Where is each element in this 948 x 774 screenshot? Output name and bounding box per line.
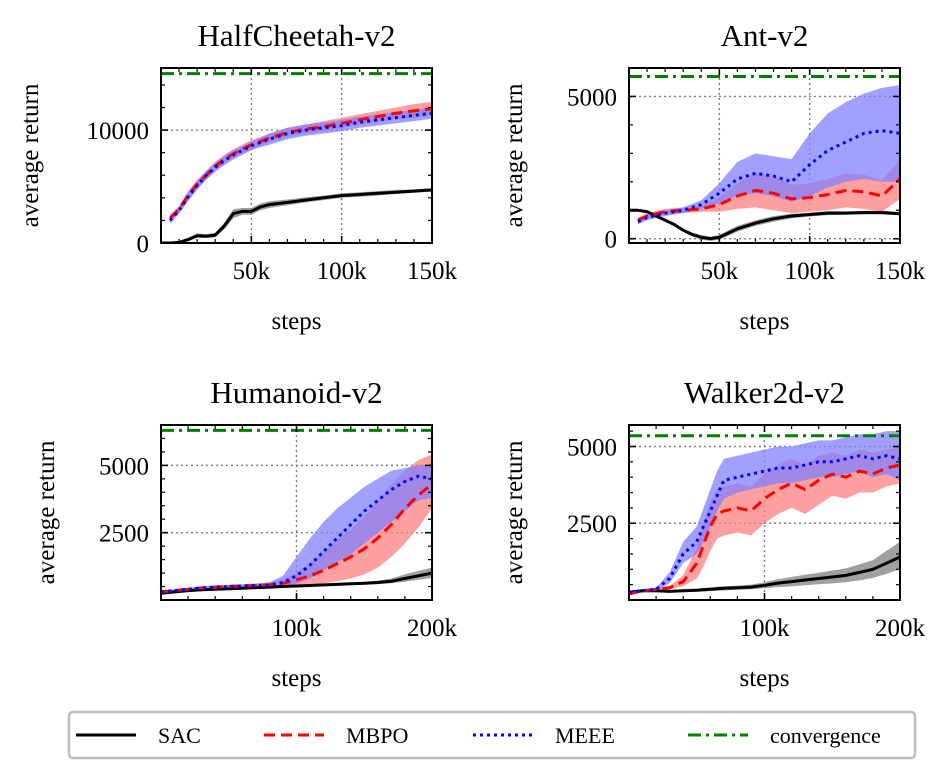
band-mbpo <box>161 454 432 594</box>
legend-box <box>67 710 917 760</box>
band-meee <box>629 431 900 594</box>
legend-label-mbpo: MBPO <box>346 723 408 748</box>
x-tick-label: 50k <box>233 258 271 285</box>
series-line-meee <box>168 111 432 222</box>
y-tick-label: 5000 <box>567 84 617 111</box>
legend: SAC MBPO MEEE convergence <box>67 710 917 760</box>
y-axis-label: average return <box>501 83 528 227</box>
series-line-meee <box>629 454 900 594</box>
band-sac <box>161 188 432 243</box>
series-line-sac <box>629 555 900 594</box>
y-tick-label: 2500 <box>99 521 149 548</box>
x-tick-label: 100k <box>272 615 323 642</box>
plot-frame <box>628 67 901 244</box>
y-axis-label: average return <box>17 83 44 227</box>
y-tick-label: 5000 <box>99 453 149 480</box>
chart-title: Walker2d-v2 <box>684 375 845 410</box>
x-tick-label: 100k <box>740 615 791 642</box>
y-axis-label: average return <box>33 440 60 584</box>
x-tick-label: 200k <box>407 615 458 642</box>
x-axis-label: steps <box>740 665 790 692</box>
series-line-mbpo <box>168 107 432 220</box>
y-tick-label: 10000 <box>87 118 150 145</box>
series-line-sac <box>161 571 432 595</box>
y-axis-label: average return <box>501 440 528 584</box>
x-tick-label: 100k <box>785 258 836 285</box>
y-tick-label: 5000 <box>567 434 617 461</box>
y-tick-label: 0 <box>137 231 150 258</box>
x-tick-label: 50k <box>701 258 739 285</box>
band-meee <box>638 85 900 225</box>
chart-panel: 100k 200k 2500 5000 Walker2d-v2 steps average … <box>501 375 926 692</box>
legend-label-meee: MEEE <box>555 723 615 748</box>
chart-title: HalfCheetah-v2 <box>198 18 396 53</box>
series-line-mbpo <box>161 483 432 594</box>
band-mbpo <box>629 446 900 596</box>
chart-title: Humanoid-v2 <box>210 375 382 410</box>
y-tick-label: 2500 <box>567 511 617 538</box>
band-meee <box>170 107 432 224</box>
x-axis-label: steps <box>740 308 790 335</box>
band-meee <box>161 465 432 594</box>
band-sac <box>629 541 900 594</box>
plot-frame <box>160 67 433 244</box>
series-line-meee <box>637 129 900 224</box>
series-line-mbpo <box>629 463 900 596</box>
chart-panel: 50k 100k 150k 0 10000 HalfCheetah-v2 steps aver… <box>17 18 458 335</box>
chart-panel: 50k 100k 150k 0 5000 Ant-v2 steps average retur… <box>501 18 926 335</box>
x-tick-label: 150k <box>407 258 458 285</box>
series-line-sac <box>629 208 900 241</box>
chart-panel: 100k 200k 2500 5000 Humanoid-v2 steps average … <box>33 375 458 692</box>
series-line-meee <box>161 474 432 594</box>
x-axis-label: steps <box>272 665 322 692</box>
legend-label-sac: SAC <box>158 723 201 748</box>
y-tick-label: 0 <box>605 227 618 254</box>
x-tick-label: 150k <box>875 258 926 285</box>
chart-title: Ant-v2 <box>721 18 809 53</box>
x-axis-label: steps <box>272 308 322 335</box>
x-tick-label: 100k <box>317 258 368 285</box>
x-tick-label: 200k <box>875 615 926 642</box>
legend-label-convergence: convergence <box>770 723 881 748</box>
series-line-sac <box>161 188 432 243</box>
